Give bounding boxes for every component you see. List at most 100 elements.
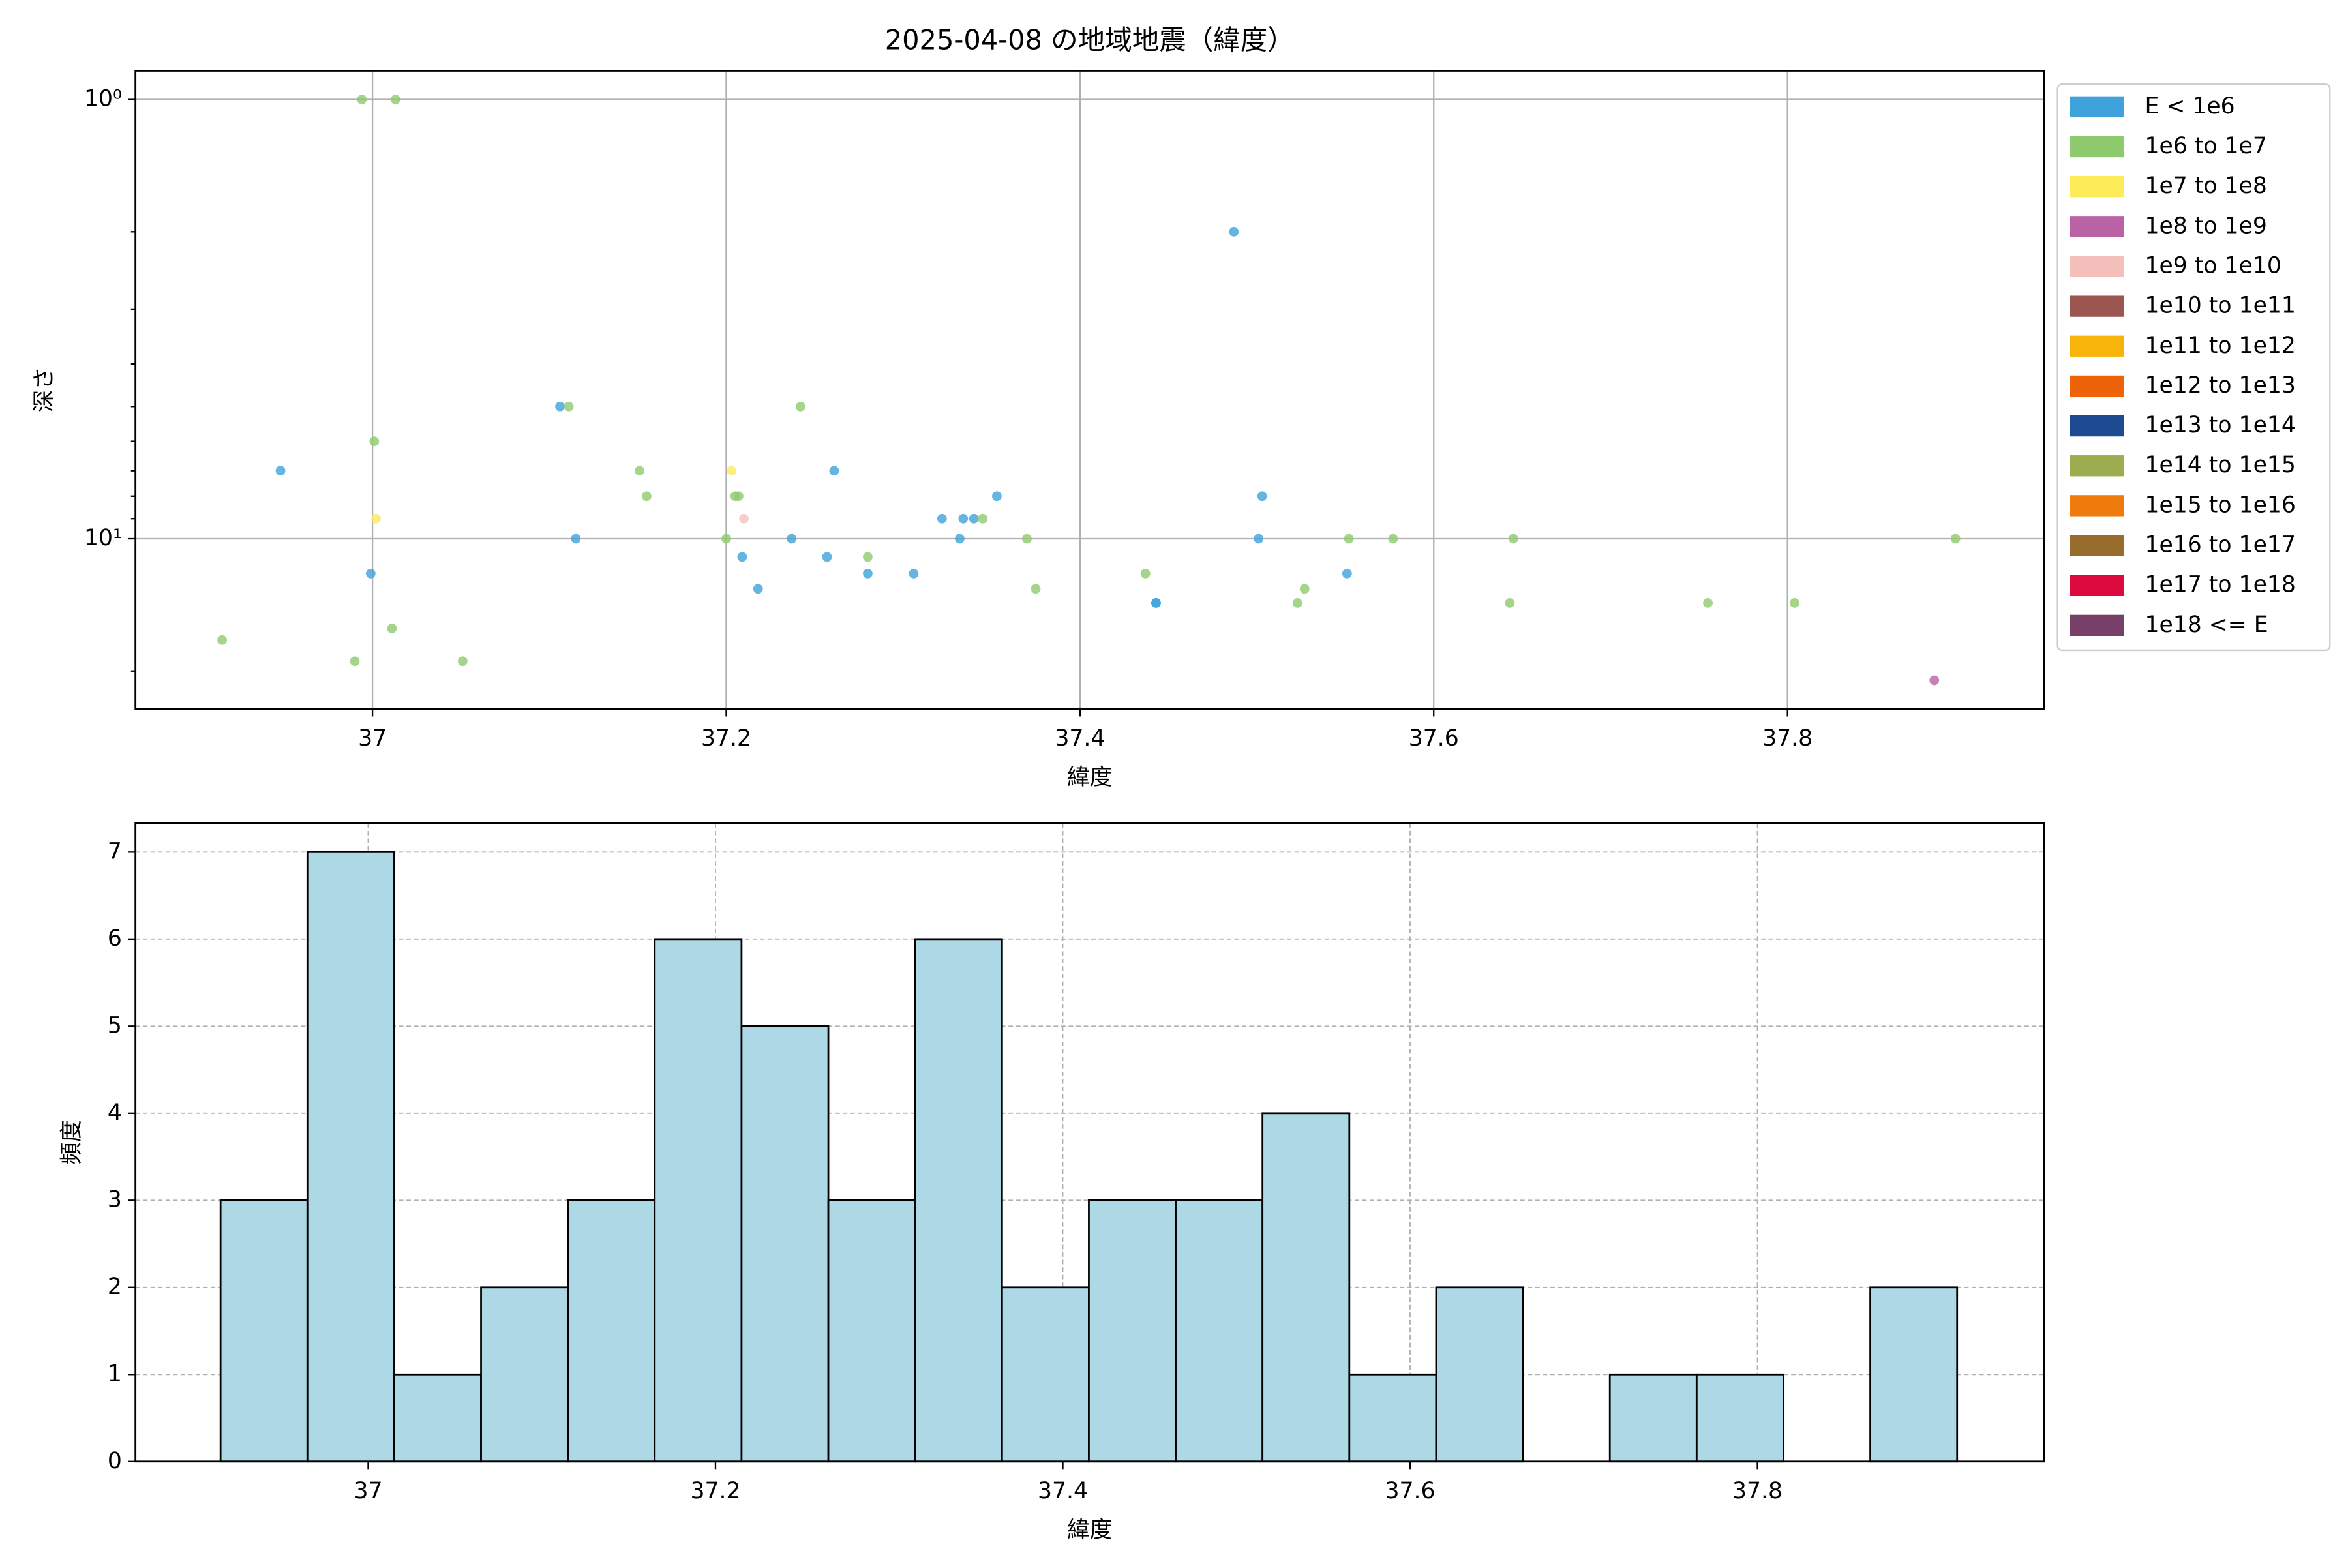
scatter-point (390, 95, 400, 104)
legend-label: 1e18 <= E (2145, 612, 2268, 638)
scatter-point (863, 568, 873, 579)
y-tick-label: 3 (108, 1186, 122, 1213)
legend-swatch (2070, 136, 2124, 158)
legend-label: 1e14 to 1e15 (2145, 452, 2295, 478)
legend-swatch (2070, 375, 2124, 397)
scatter-point (1342, 568, 1352, 579)
legend-box (2056, 83, 2331, 652)
legend-label: 1e16 to 1e17 (2145, 532, 2295, 558)
legend-swatch (2070, 295, 2124, 317)
scatter-point (387, 624, 397, 633)
scatter-point (1151, 598, 1161, 608)
scatter-point (555, 401, 565, 412)
scatter-point (1505, 598, 1515, 608)
x-tick-label: 37.4 (1038, 1478, 1088, 1504)
scatter-point (978, 513, 988, 524)
legend-swatch (2070, 535, 2124, 556)
legend-label: 1e8 to 1e9 (2145, 213, 2266, 239)
scatter-point (1703, 598, 1713, 608)
histogram-bar (827, 1199, 916, 1463)
x-tick-label: 37.8 (1732, 1478, 1783, 1504)
scatter-point (1950, 534, 1961, 544)
scatter-point (992, 491, 1002, 502)
x-tick-label: 37 (358, 725, 387, 751)
legend-swatch (2070, 455, 2124, 477)
legend-label: 1e13 to 1e14 (2145, 412, 2295, 438)
y-tick-label: 10⁰ (84, 86, 122, 112)
scatter-point (1229, 226, 1239, 237)
x-tick-label: 37.4 (1055, 725, 1105, 751)
scatter-point (721, 534, 731, 544)
legend-swatch (2070, 176, 2124, 198)
scatter-point (958, 513, 969, 524)
histogram-bar (1261, 1112, 1351, 1463)
scatter-point (357, 95, 367, 104)
histogram-bar (1175, 1199, 1264, 1463)
scatter-point (734, 491, 744, 502)
scatter-point (737, 552, 747, 562)
x-tick-label: 37 (354, 1478, 382, 1504)
scatter-point (1257, 491, 1267, 502)
scatter-point (642, 491, 652, 502)
y-tick-label: 5 (108, 1012, 122, 1038)
histogram-bar (480, 1286, 569, 1463)
y-tick-label: 4 (108, 1100, 122, 1126)
scatter-point (753, 584, 763, 594)
scatter-point (635, 466, 644, 476)
scatter-point (1299, 584, 1310, 594)
legend-label: 1e11 to 1e12 (2145, 333, 2295, 359)
scatter-point (1929, 675, 1940, 686)
histogram-bar (914, 938, 1003, 1463)
scatter-point (727, 466, 736, 476)
y-tick-label: 0 (108, 1448, 122, 1474)
legend-label: 1e17 to 1e18 (2145, 572, 2295, 598)
legend-swatch (2070, 256, 2124, 277)
legend-swatch (2070, 415, 2124, 437)
scatter-point (1293, 598, 1302, 608)
legend-swatch (2070, 495, 2124, 517)
y-tick-label: 2 (108, 1274, 122, 1300)
histogram-bar (306, 851, 395, 1463)
scatter-point (969, 513, 979, 524)
x-tick-label: 37.2 (701, 725, 751, 751)
histogram-bar (219, 1199, 309, 1463)
legend-label: 1e12 to 1e13 (2145, 372, 2295, 399)
y-tick-label: 6 (108, 926, 122, 952)
scatter-point (458, 656, 468, 667)
histogram-bar (1001, 1286, 1090, 1463)
legend-swatch (2070, 216, 2124, 237)
y-tick-label: 7 (108, 838, 122, 864)
scatter-point (217, 635, 227, 645)
scatter-point (365, 568, 376, 579)
scatter-point (822, 552, 832, 562)
histogram-bar (1608, 1373, 1698, 1463)
scatter-point (937, 513, 947, 524)
scatter-point (829, 466, 839, 476)
x-tick-label: 37.2 (690, 1478, 740, 1504)
scatter-point (371, 513, 381, 524)
legend-swatch (2070, 575, 2124, 596)
x-tick-label: 37.6 (1385, 1478, 1435, 1504)
scatter-point (787, 534, 797, 544)
legend-label: 1e15 to 1e16 (2145, 492, 2295, 518)
histogram-bar (740, 1025, 830, 1463)
scatter-point (1388, 534, 1398, 544)
histogram-bar (393, 1373, 482, 1463)
y-axis-label: 頻度 (59, 1120, 85, 1165)
legend-label: E < 1e6 (2145, 93, 2235, 119)
scatter-point (955, 534, 965, 544)
legend-label: 1e10 to 1e11 (2145, 293, 2295, 319)
legend-swatch (2070, 614, 2124, 636)
legend-label: 1e7 to 1e8 (2145, 173, 2266, 199)
legend-label: 1e9 to 1e10 (2145, 252, 2281, 279)
scatter-point (369, 436, 380, 447)
scatter-point (1140, 568, 1151, 579)
scatter-point (739, 513, 749, 524)
scatter-point (564, 401, 574, 412)
scatter-point (1508, 534, 1518, 544)
y-tick-label: 10¹ (84, 525, 122, 551)
histogram-bar (1088, 1199, 1177, 1463)
chart-title: 2025-04-08 の地域地震（緯度） (885, 24, 1295, 56)
x-axis-label: 緯度 (1067, 1517, 1112, 1543)
